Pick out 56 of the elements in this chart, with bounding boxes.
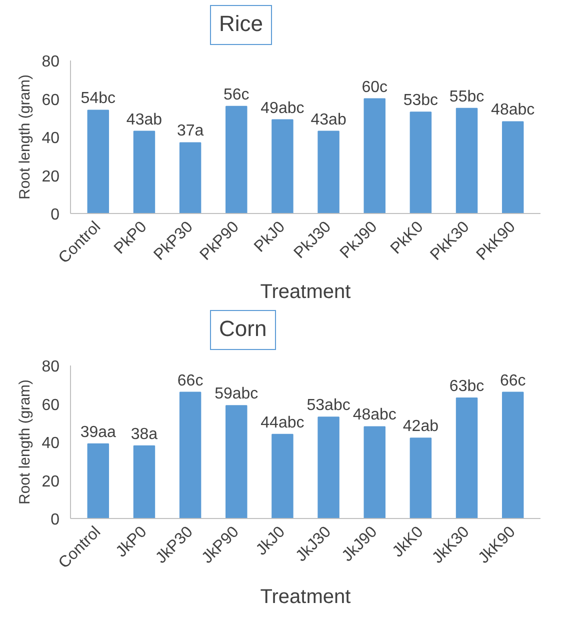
bar bbox=[226, 405, 248, 518]
data-label: 54bc bbox=[80, 90, 116, 108]
y-tick-label: 40 bbox=[42, 130, 60, 147]
data-label: 53bc bbox=[403, 92, 438, 110]
bar bbox=[502, 121, 524, 214]
y-tick-label: 80 bbox=[42, 358, 60, 376]
x-axis-title: Treatment bbox=[260, 586, 352, 608]
bar bbox=[179, 392, 202, 518]
bar bbox=[364, 98, 386, 214]
bar bbox=[272, 119, 294, 214]
data-label: 38a bbox=[130, 426, 158, 443]
data-label: 42ab bbox=[402, 418, 439, 436]
bar bbox=[410, 112, 432, 214]
chart-title: Rice bbox=[219, 10, 264, 38]
y-axis-title: Root length (gram) bbox=[16, 379, 34, 505]
data-label: 60c bbox=[362, 78, 388, 96]
data-label: 55bc bbox=[449, 88, 484, 106]
y-tick-label: 20 bbox=[42, 473, 60, 490]
bar bbox=[502, 392, 524, 518]
y-axis-title: Root length (gram) bbox=[16, 74, 34, 200]
y-tick-label: 20 bbox=[42, 168, 60, 186]
y-tick-label: 60 bbox=[42, 396, 60, 414]
bar bbox=[226, 106, 248, 214]
bar bbox=[272, 434, 294, 518]
y-tick-label: 40 bbox=[42, 435, 60, 452]
y-tick-label: 80 bbox=[42, 54, 60, 70]
chart-title: Corn bbox=[219, 315, 267, 343]
y-tick-label: 0 bbox=[50, 206, 60, 224]
data-label: 37a bbox=[176, 122, 204, 140]
data-label: 48abc bbox=[352, 406, 396, 424]
data-label: 49abc bbox=[260, 100, 304, 117]
data-label: 56c bbox=[223, 86, 250, 104]
data-label: 43ab bbox=[310, 111, 346, 128]
bar bbox=[456, 398, 478, 518]
data-label: 63bc bbox=[449, 378, 484, 396]
data-label: 48abc bbox=[491, 102, 535, 119]
data-label: 44abc bbox=[260, 414, 304, 432]
data-label: 66c bbox=[500, 372, 526, 390]
bar bbox=[133, 445, 156, 518]
data-label: 39aa bbox=[80, 424, 116, 441]
bar bbox=[364, 426, 386, 518]
bar bbox=[318, 416, 340, 518]
data-label: 53abc bbox=[306, 397, 350, 414]
bar bbox=[133, 130, 156, 214]
y-tick-label: 0 bbox=[50, 512, 60, 528]
data-label: 43ab bbox=[126, 111, 162, 128]
data-label: 66c bbox=[177, 372, 204, 390]
bar bbox=[87, 443, 110, 518]
bar bbox=[456, 108, 478, 214]
data-label: 59abc bbox=[214, 386, 258, 403]
bar bbox=[87, 110, 110, 214]
bar bbox=[318, 130, 340, 214]
x-axis-title: Treatment bbox=[260, 280, 352, 303]
bar bbox=[179, 142, 202, 214]
bar bbox=[410, 438, 432, 518]
y-tick-label: 60 bbox=[42, 92, 60, 109]
